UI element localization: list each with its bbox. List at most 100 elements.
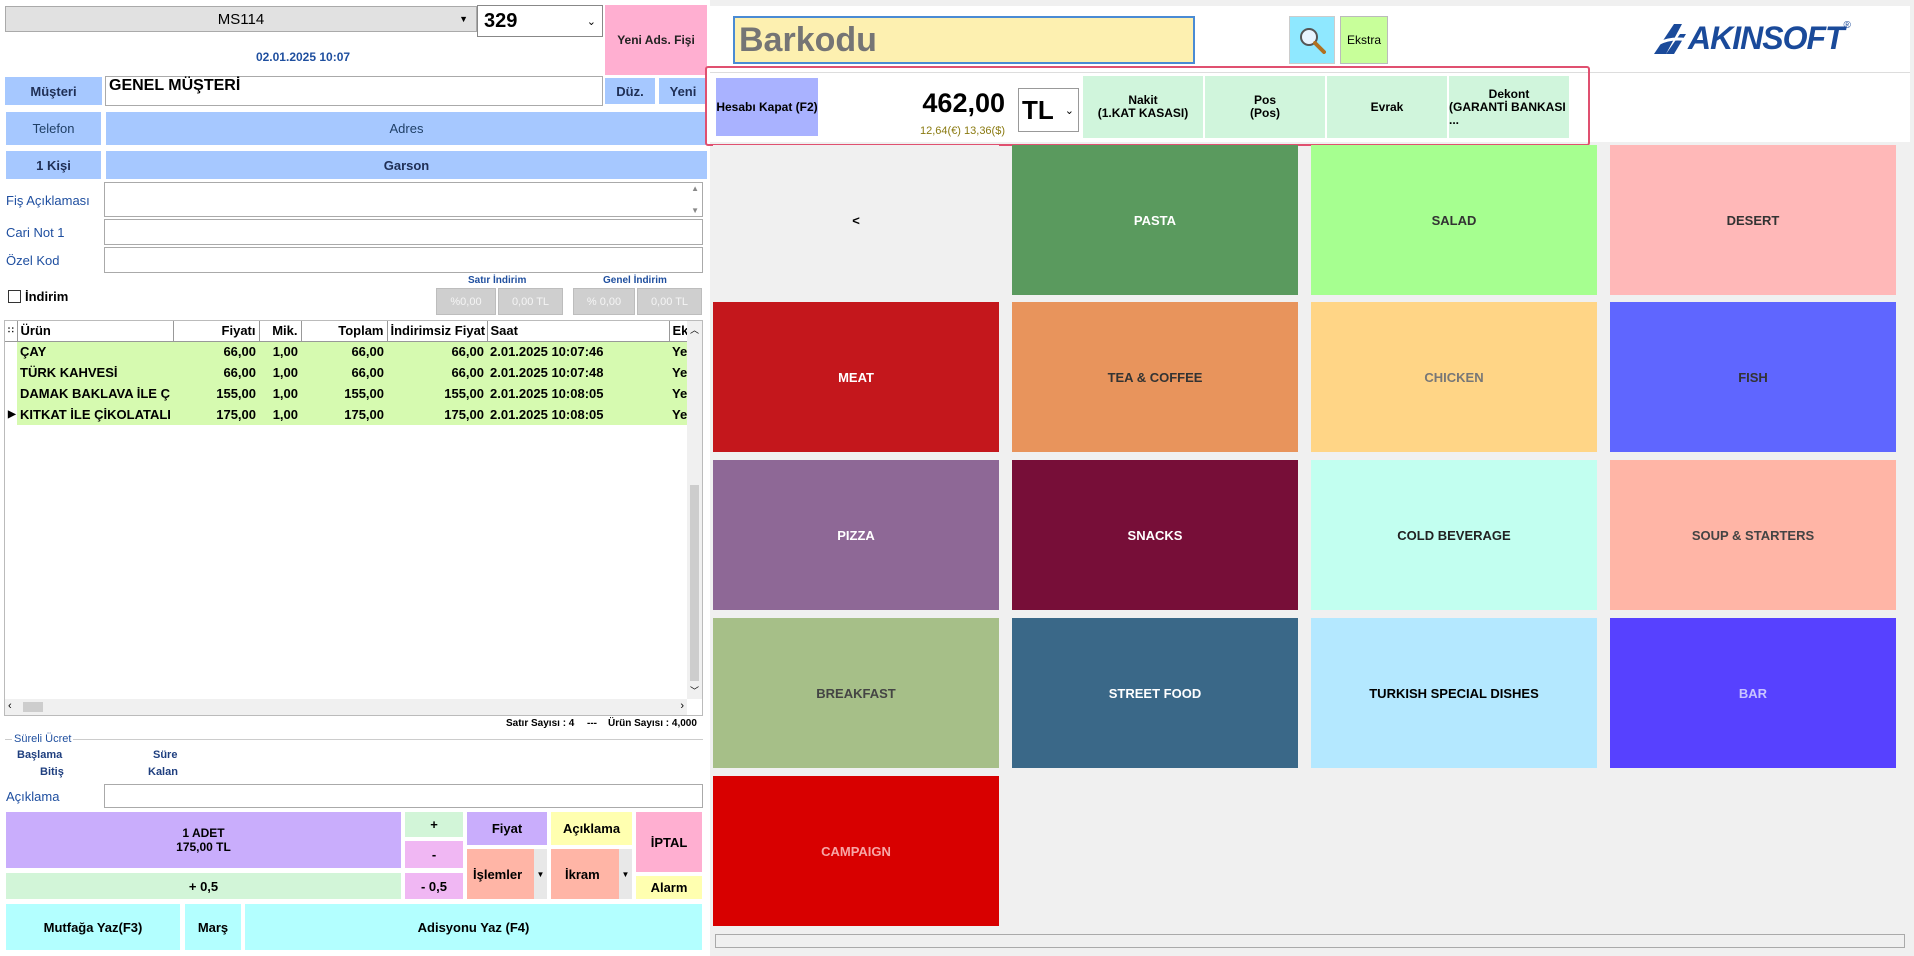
column-header[interactable]: Ürün [17, 321, 174, 342]
category-tile[interactable]: CAMPAIGN [713, 776, 999, 926]
special-code-field[interactable] [104, 247, 703, 273]
customer-edit-button[interactable]: Düz. [604, 77, 656, 105]
alarm-button[interactable]: Alarm [635, 875, 703, 900]
phone-button[interactable]: Telefon [5, 111, 102, 146]
column-header[interactable]: Toplam [301, 321, 388, 342]
note-button[interactable]: Açıklama [550, 811, 633, 846]
minus-button[interactable]: - [404, 840, 464, 869]
ek-cell: Ye [669, 383, 687, 404]
category-tile[interactable]: TEA & COFFEE [1012, 302, 1298, 452]
payment-receipt-button[interactable]: Dekont (GARANTİ BANKASI ... [1449, 76, 1569, 138]
category-tile[interactable]: COLD BEVERAGE [1311, 460, 1597, 610]
new-receipt-button[interactable]: Yeni Ads. Fişi [604, 4, 708, 76]
cari-note-field[interactable] [104, 219, 703, 245]
receipt-note-field[interactable]: ▲ ▼ [104, 182, 703, 217]
description-field[interactable] [104, 784, 703, 808]
vertical-scrollbar[interactable]: ︿ ﹀ [687, 321, 702, 699]
category-tile[interactable]: FISH [1610, 302, 1896, 452]
back-tile[interactable]: < [713, 145, 999, 295]
scroll-left-icon[interactable]: ‹ [8, 700, 12, 712]
payment-cash-button[interactable]: Nakit (1.KAT KASASI) [1083, 76, 1203, 138]
dropdown-icon[interactable]: ▼ [534, 849, 547, 899]
category-tile[interactable]: MEAT [713, 302, 999, 452]
waiter-button[interactable]: Garson [105, 150, 708, 180]
minus-half-button[interactable]: - 0,5 [404, 872, 464, 900]
search-button[interactable] [1289, 16, 1335, 64]
scroll-down-icon[interactable]: ﹀ [690, 686, 700, 696]
quantity-button[interactable]: 1 ADET 175,00 TL [5, 811, 402, 869]
barcode-input[interactable] [733, 16, 1195, 64]
people-count-button[interactable]: 1 Kişi [5, 150, 102, 180]
customer-field[interactable]: GENEL MÜŞTERİ [105, 76, 603, 106]
cancel-button[interactable]: İPTAL [635, 811, 703, 873]
plus-half-button[interactable]: + 0,5 [5, 872, 402, 900]
operations-button[interactable]: İşlemler ▼ [466, 848, 548, 900]
total-amount: 462,00 [922, 88, 1005, 118]
category-tile[interactable]: CHICKEN [1311, 302, 1597, 452]
march-button[interactable]: Marş [184, 903, 242, 951]
chevron-down-icon: ⌄ [586, 15, 596, 28]
kitchen-print-button[interactable]: Mutfağa Yaz(F3) [5, 903, 181, 951]
print-receipt-button[interactable]: Adisyonu Yaz (F4) [244, 903, 703, 951]
dropdown-icon[interactable]: ▼ [619, 849, 632, 899]
general-discount-tl[interactable]: 0,00 TL [637, 288, 702, 315]
time-cell: 2.01.2025 10:07:46 [487, 341, 669, 362]
scroll-up-icon[interactable]: ︿ [690, 325, 700, 335]
timed-fee-box [5, 739, 703, 787]
close-account-button[interactable]: Hesabı Kapat (F2) [715, 77, 819, 137]
scroll-down-icon[interactable]: ▼ [691, 206, 699, 215]
column-header[interactable]: Mik. [259, 321, 302, 342]
table-select[interactable]: MS114 ▼ [5, 6, 477, 32]
line-discount-tl[interactable]: 0,00 TL [498, 288, 563, 315]
category-tile[interactable]: SNACKS [1012, 460, 1298, 610]
extra-button[interactable]: Ekstra [1340, 16, 1388, 64]
receipt-note-label: Fiş Açıklaması [6, 193, 90, 208]
scroll-up-icon[interactable]: ▲ [691, 184, 699, 193]
treat-button[interactable]: İkram ▼ [550, 848, 633, 900]
category-tile[interactable]: SALAD [1311, 145, 1597, 295]
scrollbar-thumb[interactable] [690, 485, 699, 681]
treat-label: İkram [565, 866, 600, 882]
qty-cell: 1,00 [259, 404, 301, 425]
customer-new-button[interactable]: Yeni [658, 77, 708, 105]
column-header[interactable]: Saat [487, 321, 670, 342]
undiscounted-cell: 66,00 [387, 362, 487, 383]
category-tile[interactable]: TURKISH SPECIAL DISHES [1311, 618, 1597, 768]
line-discount-pct[interactable]: %0,00 [436, 288, 496, 315]
category-tile[interactable]: PASTA [1012, 145, 1298, 295]
discount-checkbox[interactable] [8, 290, 21, 303]
general-discount-pct[interactable]: % 0,00 [573, 288, 635, 315]
horizontal-scrollbar[interactable]: ‹ › [5, 699, 687, 715]
cari-note-label: Cari Not 1 [6, 225, 65, 240]
start-label: Başlama [17, 749, 63, 761]
category-tile[interactable]: SOUP & STARTERS [1610, 460, 1896, 610]
qty-cell: 1,00 [259, 362, 301, 383]
order-number-value: 329 [484, 9, 518, 32]
category-tile[interactable]: BREAKFAST [713, 618, 999, 768]
category-tile[interactable]: PIZZA [713, 460, 999, 610]
column-header[interactable]: Ek [669, 321, 688, 342]
summary-separator: --- [587, 718, 597, 729]
category-tile[interactable]: BAR [1610, 618, 1896, 768]
address-button[interactable]: Adres [105, 111, 708, 146]
time-cell: 2.01.2025 10:08:05 [487, 383, 669, 404]
scroll-right-icon[interactable]: › [680, 700, 684, 712]
payment-document-button[interactable]: Evrak [1327, 76, 1447, 138]
column-header[interactable]: İndirimsiz Fiyat [387, 321, 488, 342]
table-row[interactable]: ÇAY 66,00 1,00 66,00 66,00 2.01.2025 10:… [5, 341, 687, 362]
payment-pos-button[interactable]: Pos (Pos) [1205, 76, 1325, 138]
table-row[interactable]: TÜRK KAHVESİ 66,00 1,00 66,00 66,00 2.01… [5, 362, 687, 383]
scrollbar-thumb[interactable] [23, 702, 43, 712]
total-cell: 155,00 [301, 383, 387, 404]
plus-button[interactable]: + [404, 811, 464, 838]
category-tile[interactable]: DESERT [1610, 145, 1896, 295]
price-cell: 155,00 [173, 383, 259, 404]
table-row[interactable]: DAMAK BAKLAVA İLE Ç 155,00 1,00 155,00 1… [5, 383, 687, 404]
order-number-select[interactable]: 329 ⌄ [477, 5, 603, 37]
column-header[interactable]: Fiyatı [173, 321, 260, 342]
table-row[interactable]: ▶ KITKAT İLE ÇİKOLATALI 175,00 1,00 175,… [5, 404, 687, 425]
chevron-down-icon: ⌄ [1064, 104, 1074, 117]
category-tile[interactable]: STREET FOOD [1012, 618, 1298, 768]
currency-select[interactable]: TL ⌄ [1018, 88, 1079, 132]
price-button[interactable]: Fiyat [466, 811, 548, 846]
